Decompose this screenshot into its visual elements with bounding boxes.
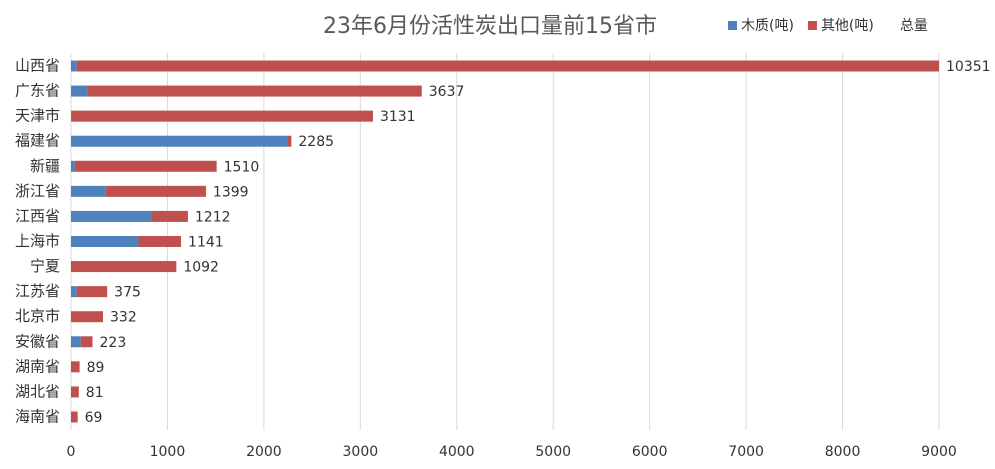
x-tick-label: 7000 (728, 444, 764, 460)
y-tick-label: 海南省 (15, 407, 60, 425)
bar-segment (71, 261, 177, 273)
y-tick-label: 安徽省 (15, 332, 60, 350)
bar-segment (71, 110, 373, 122)
total-label: 3131 (380, 109, 416, 125)
bar-segment (71, 286, 77, 298)
y-tick-label: 上海市 (15, 232, 60, 250)
total-label: 69 (85, 410, 103, 426)
y-tick-label: 山西省 (15, 57, 60, 75)
bar-segment (71, 60, 77, 72)
total-label: 2285 (298, 134, 334, 150)
total-label: 223 (100, 335, 127, 351)
x-tick-label: 9000 (921, 444, 957, 460)
bar-segment (71, 210, 153, 222)
x-tick-label: 5000 (535, 444, 571, 460)
y-tick-label: 湖北省 (15, 382, 60, 400)
total-label: 1092 (183, 260, 219, 276)
total-label: 10351 (946, 59, 991, 75)
bar-segment (76, 60, 939, 72)
x-tick-label: 4000 (439, 444, 475, 460)
x-tick-label: 2000 (246, 444, 282, 460)
legend-label: 其他(吨) (821, 18, 874, 34)
y-tick-label: 江西省 (15, 207, 60, 225)
x-tick-label: 3000 (343, 444, 379, 460)
bar-segment (71, 160, 75, 172)
bar-segment (80, 336, 93, 348)
total-label: 1141 (188, 234, 224, 250)
total-label: 375 (114, 285, 141, 301)
bars (71, 60, 939, 423)
bar-segment (71, 386, 79, 398)
total-label: 332 (110, 310, 137, 326)
bar-segment (71, 135, 288, 147)
y-tick-label: 湖南省 (15, 357, 60, 375)
legend-swatch (728, 21, 737, 30)
total-label: 1399 (213, 184, 249, 200)
chart-title: 23年6月份活性炭出口量前15省市 (323, 14, 657, 39)
bar-segment (74, 160, 217, 172)
total-label: 1212 (195, 209, 231, 225)
x-tick-label: 1000 (150, 444, 186, 460)
legend-label: 木质(吨) (741, 18, 794, 34)
legend-label: 总量 (900, 18, 928, 34)
total-label: 81 (86, 385, 104, 401)
legend-swatch (807, 21, 817, 30)
bar-segment (71, 336, 81, 348)
bar-segment (287, 135, 292, 147)
x-tick-label: 0 (67, 444, 76, 460)
bar-segment (105, 185, 206, 197)
x-tick-label: 6000 (632, 444, 668, 460)
x-tick-label: 8000 (825, 444, 861, 460)
y-tick-label: 江苏省 (15, 282, 60, 300)
y-tick-label: 新疆 (30, 157, 60, 175)
bar-segment (138, 235, 182, 247)
y-tick-label: 宁夏 (30, 257, 60, 275)
bar-segment (71, 411, 78, 423)
bar-segment (71, 185, 106, 197)
total-label: 1510 (224, 159, 260, 175)
bar-segment (71, 85, 88, 97)
bar-segment (71, 311, 104, 323)
bar-segment (76, 286, 108, 298)
y-tick-label: 广东省 (15, 82, 60, 100)
total-label: 89 (87, 360, 105, 376)
total-label: 3637 (429, 84, 465, 100)
bar-segment (71, 110, 72, 122)
bar-segment (152, 210, 188, 222)
bar-segment (71, 235, 139, 247)
y-tick-label: 浙江省 (15, 182, 60, 200)
bar-segment (87, 85, 422, 97)
y-tick-label: 北京市 (15, 307, 60, 325)
y-tick-label: 天津市 (15, 107, 60, 125)
bar-segment (71, 361, 80, 373)
y-tick-label: 福建省 (15, 132, 60, 150)
